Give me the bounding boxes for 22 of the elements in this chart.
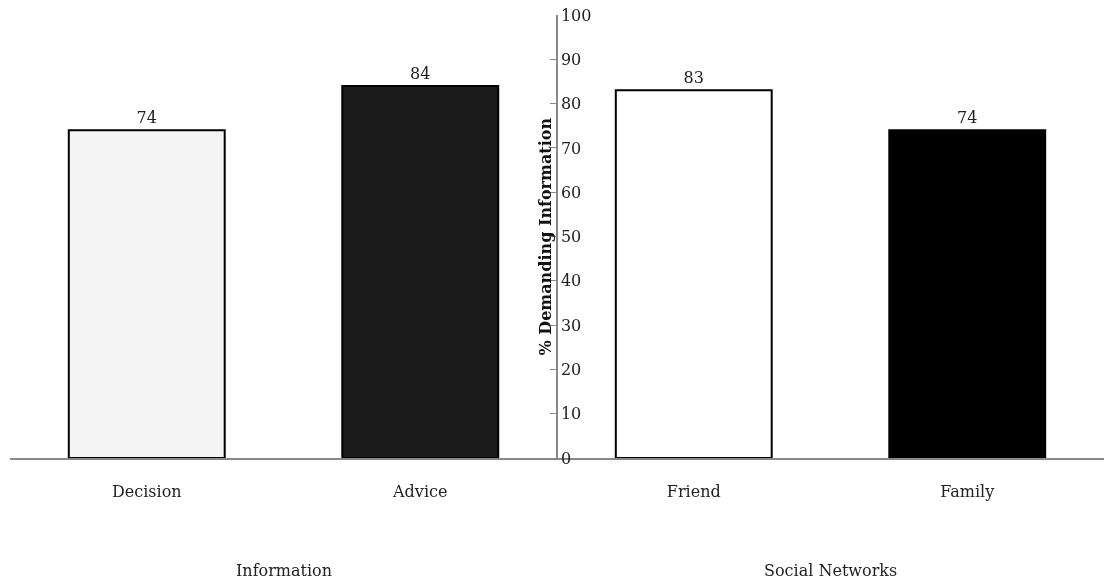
x-tick-label: Advice bbox=[392, 481, 448, 501]
y-tick-label: 0 bbox=[560, 448, 572, 468]
y-axis-title: % Demanding Information bbox=[535, 117, 555, 356]
x-tick-label: Family bbox=[940, 481, 995, 501]
y-tick-label: 40 bbox=[560, 271, 582, 291]
data-label: 84 bbox=[410, 63, 431, 83]
y-tick-label: 20 bbox=[560, 360, 582, 379]
y-tick-label: 10 bbox=[560, 404, 582, 424]
data-label: 83 bbox=[683, 68, 704, 88]
y-tick-label: 100 bbox=[560, 5, 592, 25]
text: Information bbox=[236, 561, 333, 580]
y-tick-label: 30 bbox=[560, 315, 582, 335]
x-tick-label: Friend bbox=[666, 481, 721, 501]
text: Social Networks bbox=[764, 561, 898, 580]
y-tick-label: 90 bbox=[560, 49, 582, 69]
y-tick-label: 70 bbox=[560, 138, 582, 158]
y-tick-label: 60 bbox=[560, 182, 582, 202]
y-tick-label: 80 bbox=[560, 94, 582, 114]
y-tick-label: 50 bbox=[560, 227, 582, 247]
x-tick-label: Decision bbox=[111, 481, 182, 501]
data-label: 74 bbox=[957, 108, 978, 128]
data-label: 74 bbox=[136, 108, 157, 128]
